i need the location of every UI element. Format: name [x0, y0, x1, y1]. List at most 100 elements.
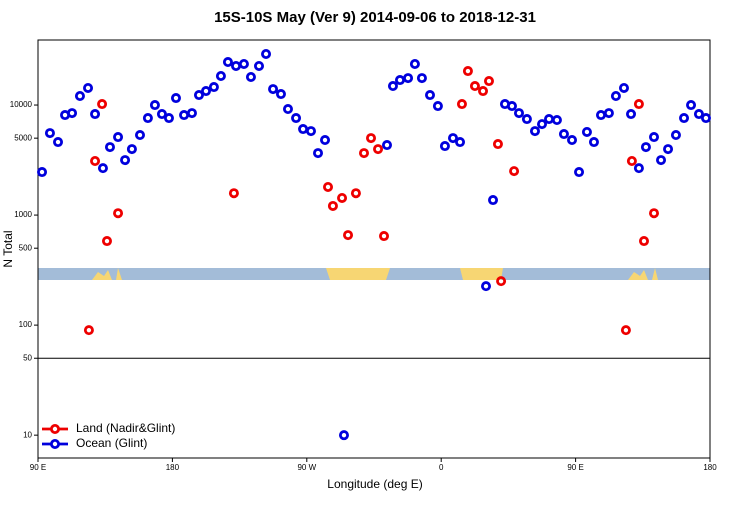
- data-point: [567, 135, 578, 146]
- y-tick-label: 10000: [10, 100, 33, 109]
- data-point: [649, 208, 660, 219]
- data-point: [134, 130, 145, 141]
- data-point: [537, 119, 548, 130]
- legend-marker: [50, 423, 61, 434]
- data-point: [97, 99, 108, 110]
- data-point: [626, 156, 637, 167]
- data-point: [506, 101, 517, 112]
- chart-title: 15S-10S May (Ver 9) 2014-09-06 to 2018-1…: [214, 9, 536, 26]
- data-point: [603, 108, 614, 119]
- data-point: [156, 109, 167, 120]
- data-point: [291, 113, 302, 124]
- data-point: [574, 167, 585, 178]
- y-tick-label: 50: [23, 353, 32, 362]
- data-point: [381, 140, 392, 151]
- data-point: [373, 144, 384, 155]
- data-point: [97, 163, 108, 174]
- y-tick-label: 5000: [14, 133, 32, 142]
- data-point: [312, 148, 323, 159]
- data-point: [455, 137, 466, 148]
- data-point: [403, 73, 414, 84]
- y-tick-label: 100: [19, 320, 33, 329]
- x-tick-label: 90 W: [297, 463, 316, 472]
- data-point: [120, 155, 131, 166]
- data-point: [432, 101, 443, 112]
- data-point: [101, 236, 112, 247]
- data-point: [447, 133, 458, 144]
- data-point: [686, 100, 697, 111]
- data-point: [170, 93, 181, 104]
- data-point: [514, 108, 525, 119]
- data-point: [558, 129, 569, 140]
- data-point: [74, 91, 85, 102]
- x-tick-label: 90 E: [567, 463, 583, 472]
- data-point: [638, 236, 649, 247]
- data-point: [439, 141, 450, 152]
- data-point: [649, 132, 660, 143]
- x-tick-label: 180: [166, 463, 180, 472]
- data-point: [245, 72, 256, 83]
- data-point: [163, 113, 174, 124]
- data-point: [268, 84, 279, 95]
- data-point: [462, 66, 473, 77]
- data-point: [275, 89, 286, 100]
- data-point: [409, 59, 420, 70]
- data-point: [44, 128, 55, 139]
- data-point: [90, 156, 101, 167]
- data-point: [496, 276, 507, 287]
- data-point: [343, 230, 354, 241]
- land-strip: [652, 268, 658, 280]
- data-point: [254, 60, 265, 71]
- y-tick-label: 10: [23, 430, 32, 439]
- data-point: [618, 82, 629, 93]
- data-point: [581, 126, 592, 137]
- data-point: [193, 90, 204, 101]
- data-point: [670, 130, 681, 141]
- data-point: [366, 133, 377, 144]
- data-point: [238, 59, 249, 70]
- data-point: [222, 57, 233, 68]
- data-point: [469, 81, 480, 92]
- land-mask-strip: [38, 268, 710, 280]
- data-point: [104, 142, 115, 153]
- data-point: [337, 192, 348, 203]
- x-tick-label: 180: [703, 463, 717, 472]
- data-point: [379, 231, 390, 242]
- data-point: [67, 108, 78, 119]
- data-point: [633, 163, 644, 174]
- data-point: [338, 430, 349, 441]
- legend-label: Land (Nadir&Glint): [76, 421, 175, 435]
- legend: Land (Nadir&Glint)Ocean (Glint): [42, 421, 175, 450]
- land-strip: [92, 270, 112, 280]
- data-point: [37, 167, 48, 178]
- data-point: [228, 188, 239, 199]
- data-point: [113, 132, 124, 143]
- data-point: [200, 86, 211, 97]
- plot-frame: [37, 39, 711, 459]
- land-strip: [116, 268, 122, 280]
- data-point: [53, 137, 64, 148]
- data-point: [610, 91, 621, 102]
- data-point: [320, 135, 331, 146]
- data-point: [478, 86, 489, 97]
- data-point: [640, 142, 651, 153]
- data-point: [509, 166, 520, 177]
- data-point: [215, 71, 226, 82]
- data-point: [83, 325, 94, 336]
- data-point: [633, 99, 644, 110]
- data-point: [656, 155, 667, 166]
- legend-marker: [50, 438, 61, 449]
- data-point: [529, 126, 540, 137]
- data-point: [492, 139, 503, 150]
- data-point: [679, 113, 690, 124]
- data-point: [142, 113, 153, 124]
- land-strip: [326, 268, 390, 280]
- y-axis-label: N Total: [1, 230, 15, 267]
- data-point: [551, 115, 562, 126]
- data-point: [483, 76, 494, 87]
- data-point: [149, 100, 160, 111]
- data-point: [261, 48, 272, 59]
- data-point: [126, 144, 137, 155]
